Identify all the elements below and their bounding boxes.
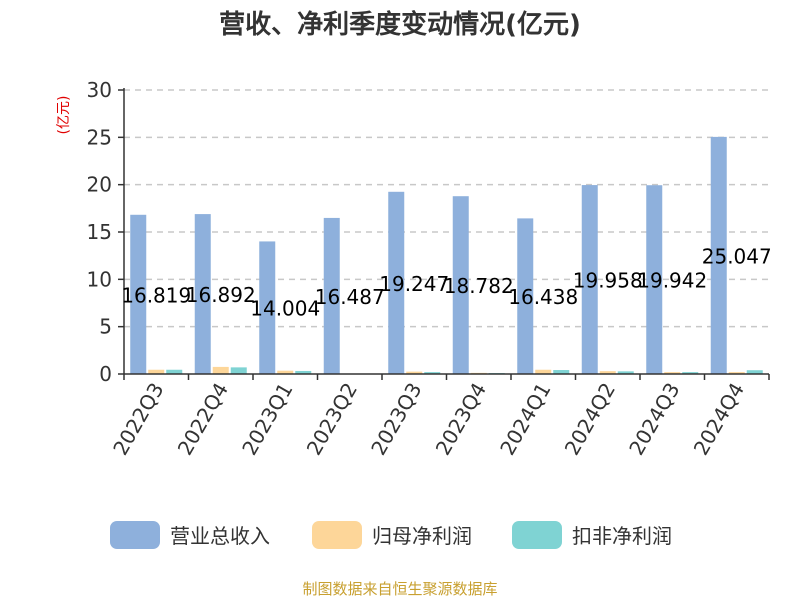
bar-营业总收入 [452, 196, 469, 374]
x-tick-label: 2022Q4 [173, 379, 233, 460]
data-label: 19.247 [379, 272, 449, 296]
bar-营业总收入 [194, 214, 211, 374]
y-tick-label: 10 [87, 267, 112, 291]
bar-营业总收入 [130, 214, 147, 374]
bars [130, 136, 763, 374]
bar-营业总收入 [581, 185, 598, 374]
x-tick-label: 2022Q3 [108, 379, 168, 460]
x-tick-label: 2024Q2 [560, 379, 620, 460]
bar-扣非净利润 [746, 370, 763, 374]
bar-扣非净利润 [295, 370, 312, 374]
bar-扣非净利润 [682, 372, 699, 374]
bar-扣非净利润 [424, 372, 441, 374]
bar-扣非净利润 [166, 369, 183, 374]
x-tick-label: 2024Q4 [689, 379, 749, 460]
y-tick-label: 5 [99, 315, 112, 339]
data-label: 16.892 [186, 283, 256, 307]
bar-归母净利润 [406, 371, 423, 374]
legend-swatch [312, 521, 362, 549]
data-label: 25.047 [702, 244, 772, 268]
data-label: 18.782 [444, 274, 514, 298]
y-axis-unit-label: (亿元) [56, 96, 72, 135]
data-labels: 16.81916.89214.00416.48719.24718.78216.4… [121, 244, 771, 320]
bar-归母净利润 [212, 366, 229, 374]
data-label: 16.487 [315, 285, 385, 309]
legend-swatch [110, 521, 160, 549]
y-tick-label: 0 [99, 362, 112, 386]
legend-label: 归母净利润 [372, 524, 472, 548]
y-tick-label: 25 [87, 125, 112, 149]
grid-lines [124, 89, 769, 328]
x-tick-label: 2023Q2 [302, 379, 362, 460]
x-tick-label: 2024Q3 [624, 379, 684, 460]
bar-归母净利润 [535, 369, 552, 374]
legend-label: 扣非净利润 [572, 524, 672, 548]
bar-营业总收入 [710, 136, 727, 374]
bar-营业总收入 [259, 241, 276, 374]
legend-swatch [512, 521, 562, 549]
source-note: 制图数据来自恒生聚源数据库 [302, 580, 497, 598]
bar-归母净利润 [277, 370, 294, 374]
x-tick-label: 2023Q3 [366, 379, 426, 460]
legend-label: 营业总收入 [170, 524, 270, 548]
legend: 营业总收入 归母净利润 扣非净利润 [110, 521, 672, 549]
data-label: 19.942 [637, 269, 707, 293]
data-label: 16.438 [508, 285, 578, 309]
y-tick-label: 20 [87, 173, 112, 197]
data-label: 14.004 [250, 297, 320, 321]
bar-营业总收入 [517, 218, 534, 374]
x-tick-label: 2024Q1 [495, 379, 555, 460]
y-tick-label: 30 [87, 78, 112, 102]
bar-归母净利润 [728, 372, 745, 374]
bar-归母净利润 [148, 369, 165, 374]
bar-扣非净利润 [553, 370, 570, 374]
x-tick-label: 2023Q1 [237, 379, 297, 460]
bar-营业总收入 [323, 217, 340, 374]
data-label: 16.819 [121, 283, 191, 307]
data-label: 19.958 [573, 269, 643, 293]
chart-title: 营收、净利季度变动情况(亿元) [219, 9, 581, 40]
y-tick-label: 15 [87, 220, 112, 244]
bar-扣非净利润 [617, 371, 634, 374]
x-tick-label: 2023Q4 [431, 379, 491, 460]
bar-营业总收入 [646, 185, 663, 374]
bar-扣非净利润 [230, 367, 247, 374]
bar-归母净利润 [599, 371, 616, 374]
bar-归母净利润 [664, 372, 681, 374]
bar-营业总收入 [388, 191, 405, 374]
